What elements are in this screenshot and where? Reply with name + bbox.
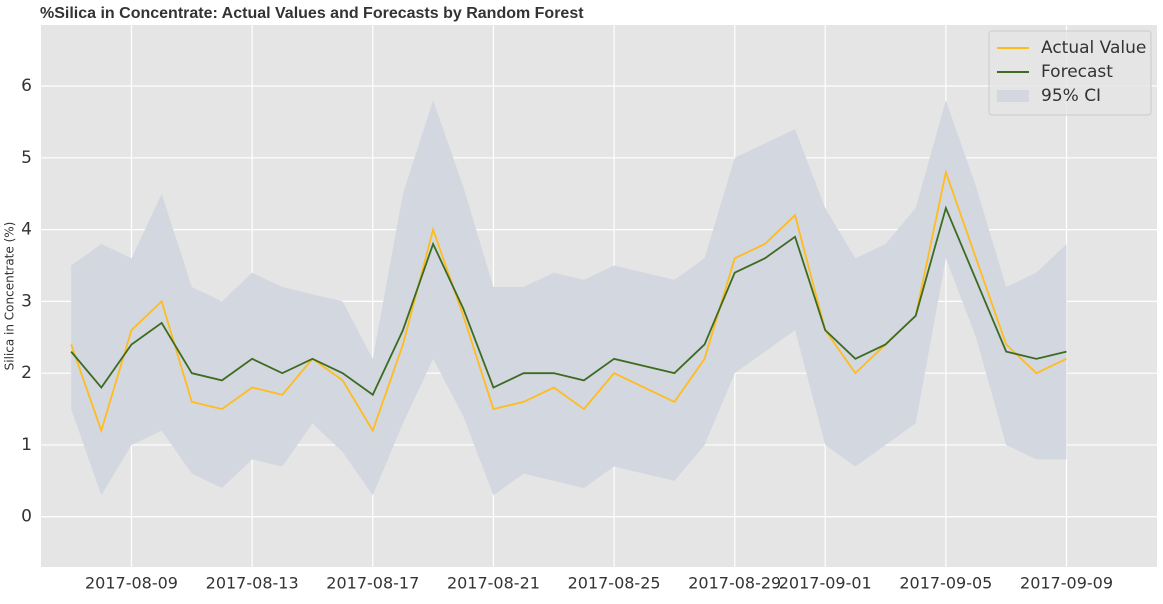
y-tick-label: 0	[21, 507, 32, 527]
y-tick-label: 6	[21, 76, 32, 96]
x-tick-label: 2017-08-09	[85, 574, 178, 593]
y-axis-label: Silica in Concentrate (%)	[3, 222, 17, 371]
confidence-band	[71, 100, 1067, 496]
x-tick-label: 2017-08-25	[568, 574, 661, 593]
x-tick-label: 2017-08-17	[326, 574, 419, 593]
x-tick-label: 2017-09-05	[899, 574, 992, 593]
legend-label: Actual Value	[1041, 38, 1146, 58]
legend-label: 95% CI	[1041, 86, 1101, 106]
chart-title: %Silica in Concentrate: Actual Values an…	[40, 5, 584, 22]
x-tick-label: 2017-08-29	[688, 574, 781, 593]
legend-swatch	[997, 90, 1029, 102]
x-tick-label: 2017-09-09	[1020, 574, 1113, 593]
x-tick-label: 2017-08-13	[206, 574, 299, 593]
legend-box	[988, 30, 1152, 116]
y-tick-label: 5	[21, 148, 32, 168]
x-tick-label: 2017-09-01	[779, 574, 872, 593]
y-tick-label: 2	[21, 363, 32, 383]
y-tick-label: 3	[21, 291, 32, 311]
y-tick-label: 1	[21, 435, 32, 455]
legend-label: Forecast	[1041, 62, 1113, 82]
x-tick-label: 2017-08-21	[447, 574, 540, 593]
series-line	[70, 205, 1067, 397]
y-tick-label: 4	[21, 220, 32, 240]
